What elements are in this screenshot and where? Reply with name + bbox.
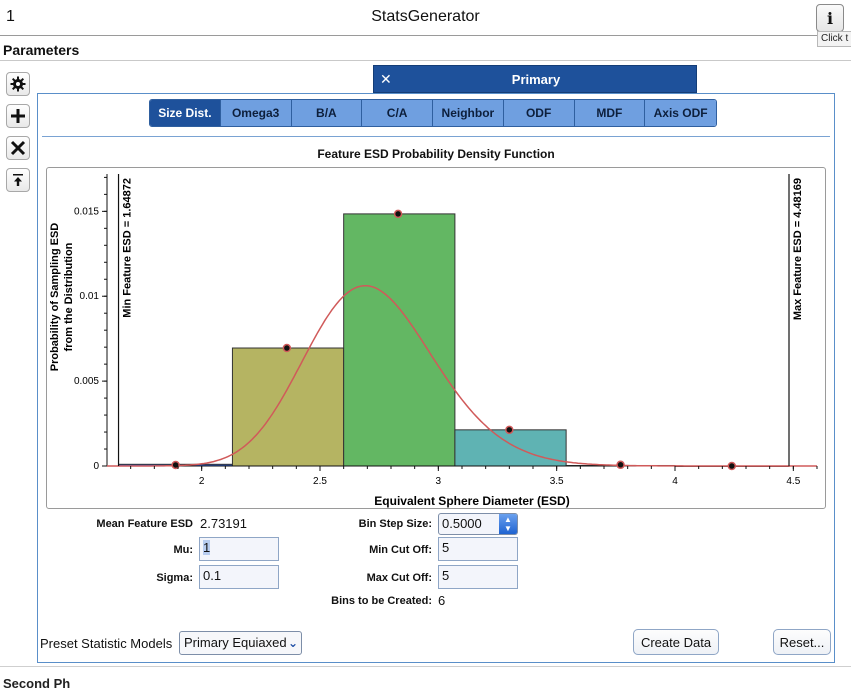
y-tick-label: 0: [93, 461, 99, 472]
max-cut-off-input[interactable]: 5: [438, 565, 518, 589]
x-tick-label: 3: [436, 476, 442, 487]
subtab-bar: Size Dist. Omega3 B/A C/A Neighbor ODF M…: [149, 99, 717, 127]
mu-input[interactable]: 1: [199, 537, 279, 561]
divider: [42, 136, 830, 137]
data-point: [171, 460, 180, 470]
x-tick-label: 3.5: [550, 476, 564, 487]
spin-arrows-icon[interactable]: ▲ ▼: [499, 514, 517, 534]
settings-button[interactable]: [6, 72, 30, 96]
close-icon[interactable]: ✕: [380, 71, 392, 87]
tab-axis-odf[interactable]: Axis ODF: [645, 100, 716, 126]
arrow-up-to-line-icon: [13, 174, 23, 186]
y-tick-label: 0.005: [74, 376, 99, 387]
tab-b-a[interactable]: B/A: [291, 100, 363, 126]
parameters-heading: Parameters: [3, 42, 80, 58]
tab-neighbor[interactable]: Neighbor: [433, 100, 504, 126]
tab-odf[interactable]: ODF: [503, 100, 575, 126]
create-data-button[interactable]: Create Data: [633, 629, 719, 655]
tab-mdf[interactable]: MDF: [574, 100, 646, 126]
move-top-button[interactable]: [6, 168, 30, 192]
histogram-bar: [231, 347, 345, 467]
min-cut-off-label: Min Cut Off:: [369, 544, 432, 556]
preset-select[interactable]: Primary Equiaxed ⌄: [179, 631, 302, 655]
plot-area: 2 2.5 3 3.5 4 4.5 0 0.005 0.01 0.015 Min Feature …: [46, 167, 826, 509]
max-cut-off-label: Max Cut Off:: [366, 572, 432, 584]
tab-primary-label: Primary: [511, 72, 561, 87]
info-icon[interactable]: i: [816, 4, 844, 32]
info-tooltip: Click t: [817, 31, 851, 47]
x-tick-label: 4: [672, 476, 678, 487]
data-point: [505, 425, 514, 435]
histogram-bar: [343, 213, 456, 467]
bin-step-spinbox[interactable]: 0.5000 ▲ ▼: [438, 513, 518, 535]
divider: [0, 60, 851, 61]
mean-feature-esd-label: Mean Feature ESD: [96, 518, 193, 530]
x-tick-label: 2.5: [313, 476, 327, 487]
chart-title: Feature ESD Probability Density Function: [317, 147, 555, 161]
x-tick-label: 2: [199, 476, 205, 487]
chevron-down-icon: ⌄: [287, 636, 298, 650]
sigma-label: Sigma:: [156, 572, 193, 584]
plus-icon: [11, 109, 25, 123]
data-point: [282, 343, 292, 353]
divider: [0, 666, 851, 667]
y-tick-label: 0.01: [80, 291, 100, 302]
mu-label: Mu:: [173, 544, 193, 556]
y-axis-label: Probability of Sampling ESD: [49, 223, 61, 372]
max-esd-label: Max Feature ESD = 4.48169: [792, 178, 804, 320]
window-index: 1: [6, 8, 15, 25]
reset-button[interactable]: Reset...: [773, 629, 831, 655]
x-icon: [10, 140, 26, 156]
histogram-bar: [454, 429, 567, 467]
gear-icon: [10, 76, 26, 92]
min-esd-label: Min Feature ESD = 1.64872: [122, 178, 134, 318]
x-axis-label: Equivalent Sphere Diameter (ESD): [374, 494, 569, 508]
data-point: [616, 460, 625, 470]
title-bar: 1 StatsGenerator: [0, 0, 851, 36]
tab-c-a[interactable]: C/A: [362, 100, 433, 126]
y-tick-label: 0.015: [74, 206, 99, 217]
bins-created-value: 6: [438, 593, 446, 608]
mean-feature-esd-value: 2.73191: [200, 516, 247, 531]
tab-omega3[interactable]: Omega3: [220, 100, 292, 126]
tab-primary[interactable]: ✕ Primary: [373, 65, 697, 93]
tab-size-dist[interactable]: Size Dist.: [150, 100, 221, 126]
pdf-chart: 2 2.5 3 3.5 4 4.5 0 0.005 0.01 0.015 Min Feature …: [49, 174, 818, 508]
preset-label: Preset Statistic Models: [40, 636, 173, 651]
add-button[interactable]: [6, 104, 30, 128]
remove-button[interactable]: [6, 136, 30, 160]
data-point: [393, 209, 403, 219]
bin-step-label: Bin Step Size:: [358, 518, 432, 530]
sigma-input[interactable]: 0.1: [199, 565, 279, 589]
data-point: [727, 461, 737, 471]
window-title: StatsGenerator: [371, 8, 480, 25]
min-cut-off-input[interactable]: 5: [438, 537, 518, 561]
bins-created-label: Bins to be Created:: [331, 595, 432, 607]
y-axis-label: from the Distribution: [63, 242, 75, 351]
x-tick-label: 4.5: [786, 476, 800, 487]
